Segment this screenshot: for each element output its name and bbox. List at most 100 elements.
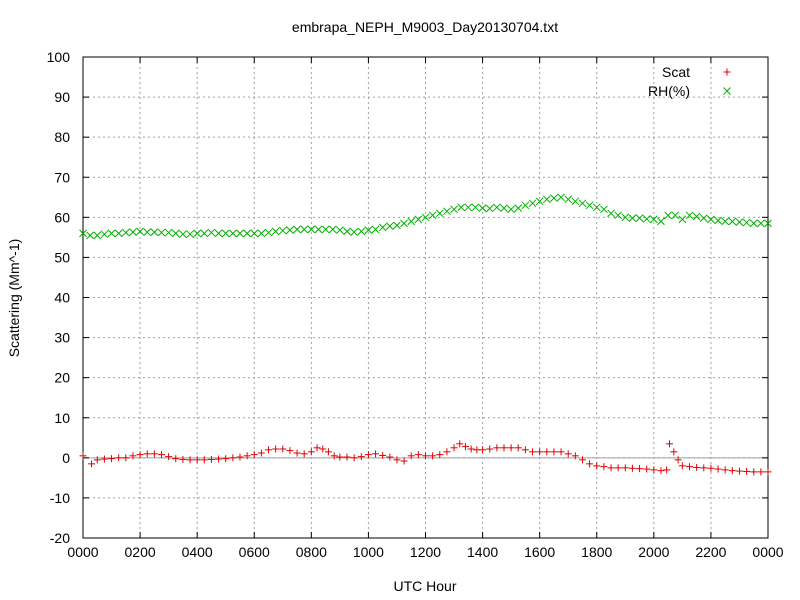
legend-label-rh: RH(%): [648, 83, 690, 99]
data-point: [500, 444, 508, 452]
data-point: [88, 460, 96, 468]
data-point: [479, 446, 487, 454]
data-point: [121, 228, 130, 237]
data-point: [379, 451, 387, 459]
data-point: [222, 455, 230, 463]
data-point: [271, 227, 280, 236]
data-point: [221, 229, 230, 238]
legend-marker-symbol: [723, 68, 731, 76]
data-point: [664, 211, 672, 220]
chart-title: embrapa_NEPH_M9003_Day20130704.txt: [292, 19, 558, 35]
data-point: [578, 456, 586, 464]
data-point: [357, 227, 366, 236]
data-point: [129, 228, 137, 237]
data-point: [319, 445, 327, 453]
data-point: [764, 219, 772, 228]
grid-lines: [83, 57, 768, 538]
data-point: [457, 203, 466, 212]
data-point: [663, 466, 671, 474]
y-tick-label: 50: [54, 249, 70, 265]
data-point: [171, 229, 180, 238]
x-tick-label: 0800: [296, 544, 327, 560]
data-point: [564, 195, 573, 204]
data-point: [136, 227, 144, 236]
data-point: [507, 444, 515, 452]
data-point: [443, 207, 451, 216]
y-tick-label: 20: [54, 370, 70, 386]
data-point: [750, 468, 758, 476]
y-tick-label: 70: [54, 169, 70, 185]
data-point: [529, 448, 537, 456]
legend-marker-symbol: [723, 87, 731, 95]
data-point: [743, 467, 751, 475]
data-point: [674, 456, 682, 464]
data-point: [564, 450, 572, 458]
series-0: [79, 440, 772, 476]
y-tick-label: 60: [54, 209, 70, 225]
data-point: [407, 452, 415, 460]
data-point: [757, 219, 765, 228]
data-point: [307, 225, 316, 234]
data-point: [721, 466, 729, 474]
data-point: [635, 214, 644, 222]
data-point: [456, 440, 464, 448]
data-point: [400, 457, 408, 465]
data-point: [350, 228, 358, 237]
data-point: [557, 448, 565, 456]
data-point: [293, 449, 301, 457]
data-point: [172, 455, 180, 463]
x-tick-label: 2200: [695, 544, 726, 560]
data-point: [593, 462, 601, 470]
data-point: [461, 443, 469, 451]
data-point: [636, 465, 644, 473]
data-point: [614, 464, 622, 472]
data-point: [649, 215, 658, 224]
data-point: [600, 463, 608, 471]
data-point: [350, 454, 358, 462]
data-point: [357, 453, 365, 461]
data-point: [699, 214, 708, 222]
data-point: [100, 455, 108, 463]
data-point: [642, 215, 651, 223]
data-point: [714, 216, 722, 225]
data-point: [200, 456, 208, 464]
data-point: [250, 229, 259, 238]
data-point: [407, 217, 416, 226]
data-point: [93, 231, 102, 240]
data-point: [286, 447, 294, 455]
data-point: [607, 464, 615, 472]
data-point: [207, 455, 215, 463]
x-tick-label: 0200: [125, 544, 156, 560]
data-point: [571, 197, 580, 206]
data-point: [378, 223, 387, 232]
data-point: [514, 204, 523, 212]
y-tick-label: 10: [54, 410, 70, 426]
data-point: [471, 203, 480, 212]
x-tick-label: 2000: [638, 544, 669, 560]
data-point: [385, 222, 394, 231]
data-point: [507, 205, 515, 214]
data-point: [714, 465, 722, 473]
data-point: [450, 205, 458, 214]
data-point: [307, 448, 315, 456]
data-point: [429, 452, 437, 460]
data-point: [328, 225, 337, 234]
data-point: [592, 203, 601, 212]
x-tick-label: 1400: [467, 544, 498, 560]
legend: Scat RH(%): [648, 64, 731, 99]
x-tick-label: 1000: [353, 544, 384, 560]
data-point: [243, 229, 251, 238]
data-point: [428, 211, 437, 220]
y-tick-label: 80: [54, 129, 70, 145]
data-point: [628, 464, 636, 472]
data-point: [236, 453, 244, 461]
data-point: [264, 228, 273, 237]
data-point: [278, 226, 287, 235]
data-point: [314, 225, 323, 234]
data-point: [143, 450, 151, 458]
data-point: [300, 450, 308, 458]
data-point: [115, 454, 123, 462]
data-point: [536, 448, 544, 456]
y-axis-label: Scattering (Mm^-1): [6, 239, 22, 358]
